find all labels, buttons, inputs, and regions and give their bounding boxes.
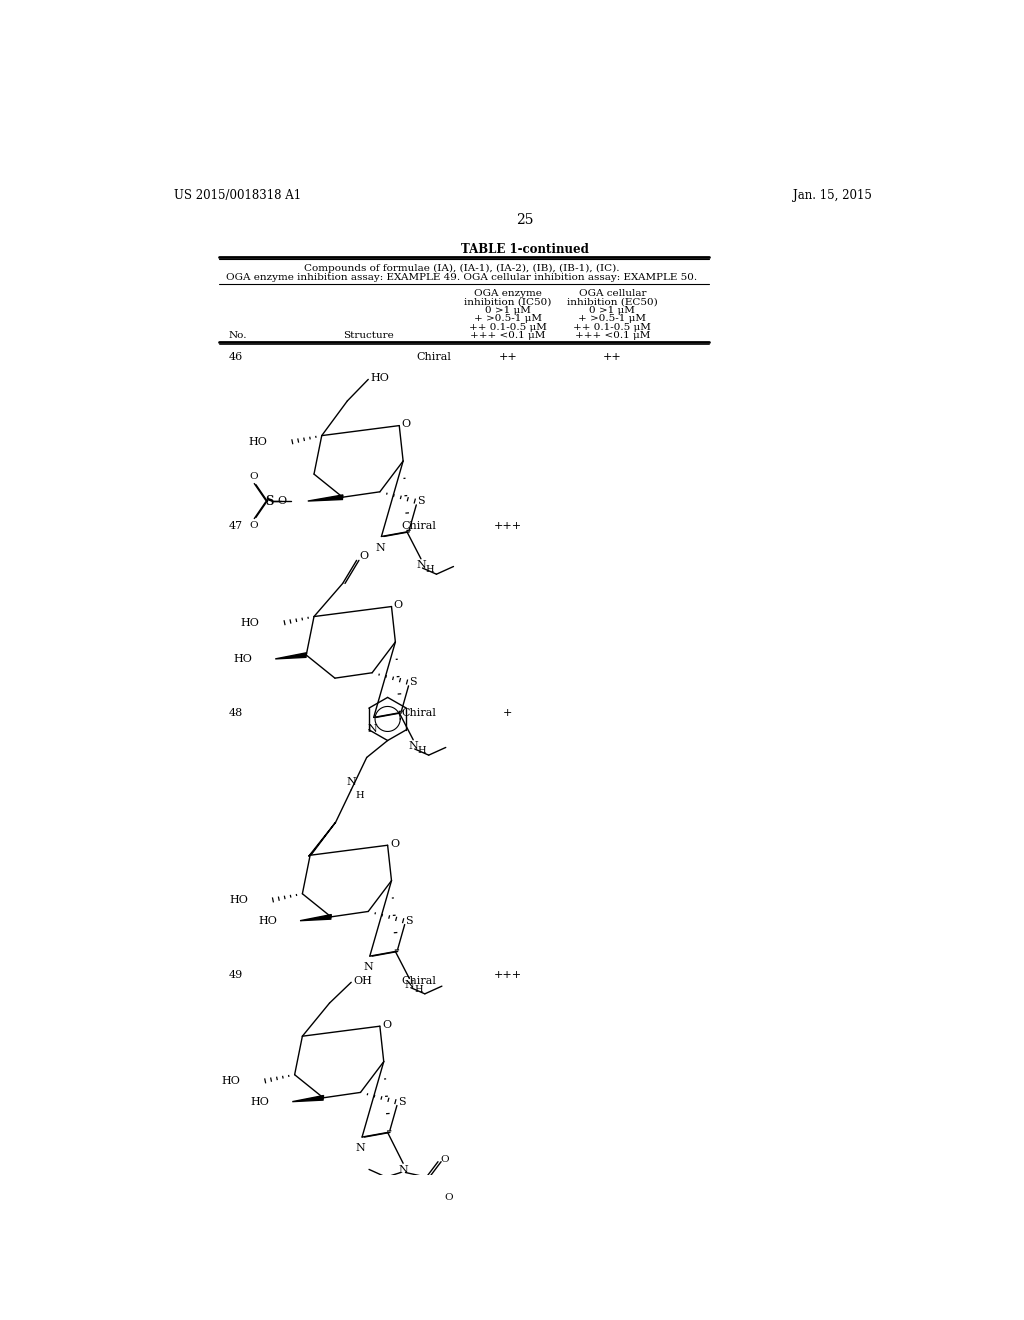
Text: Jan. 15, 2015: Jan. 15, 2015 <box>794 189 872 202</box>
Text: HO: HO <box>371 372 389 383</box>
Text: O: O <box>249 521 258 531</box>
Text: +++: +++ <box>494 521 522 532</box>
Text: N: N <box>375 543 385 553</box>
Text: + >0.5-1 μM: + >0.5-1 μM <box>474 314 542 323</box>
Text: HO: HO <box>241 618 260 628</box>
Text: 46: 46 <box>228 352 243 362</box>
Text: + >0.5-1 μM: + >0.5-1 μM <box>579 314 646 323</box>
Text: Chiral: Chiral <box>401 708 436 718</box>
Text: S: S <box>410 677 417 686</box>
Text: ++ 0.1-0.5 μM: ++ 0.1-0.5 μM <box>573 322 651 331</box>
Text: H: H <box>418 746 426 755</box>
Text: ++: ++ <box>499 352 517 362</box>
Text: N: N <box>404 979 414 990</box>
Text: O: O <box>440 1155 449 1164</box>
Text: US 2015/0018318 A1: US 2015/0018318 A1 <box>174 189 302 202</box>
Text: O: O <box>382 1019 391 1030</box>
Text: OGA enzyme: OGA enzyme <box>474 289 542 297</box>
Text: ++ 0.1-0.5 μM: ++ 0.1-0.5 μM <box>469 322 547 331</box>
Text: HO: HO <box>229 895 248 906</box>
Text: 49: 49 <box>228 970 243 979</box>
Text: OGA cellular: OGA cellular <box>579 289 646 297</box>
Text: HO: HO <box>233 653 252 664</box>
Text: +++ <0.1 μM: +++ <0.1 μM <box>470 331 546 341</box>
Text: HO: HO <box>258 916 276 925</box>
Text: 47: 47 <box>228 521 243 532</box>
Text: 48: 48 <box>228 708 243 718</box>
Text: +++: +++ <box>494 970 522 979</box>
Text: HO: HO <box>249 437 267 446</box>
Text: O: O <box>249 473 258 480</box>
Text: HO: HO <box>250 1097 269 1106</box>
Text: N: N <box>346 777 356 788</box>
Text: OH: OH <box>353 975 373 986</box>
Text: S: S <box>417 496 425 506</box>
Text: N: N <box>416 561 426 570</box>
Text: Structure: Structure <box>343 331 393 341</box>
Text: N: N <box>355 1143 366 1154</box>
Text: O: O <box>401 418 411 429</box>
Text: O: O <box>394 601 403 610</box>
Text: N: N <box>364 962 373 973</box>
Polygon shape <box>308 822 336 857</box>
Text: inhibition (IC50): inhibition (IC50) <box>464 297 552 306</box>
Polygon shape <box>292 1096 324 1102</box>
Text: N: N <box>398 1164 408 1175</box>
Text: No.: No. <box>228 331 247 341</box>
Polygon shape <box>300 915 332 921</box>
Text: O: O <box>444 1192 453 1201</box>
Text: N: N <box>368 723 377 734</box>
Text: S: S <box>406 916 413 925</box>
Text: O: O <box>359 552 369 561</box>
Text: HO: HO <box>221 1076 241 1086</box>
Polygon shape <box>275 653 306 659</box>
Text: O: O <box>390 838 399 849</box>
Text: S: S <box>265 495 273 508</box>
Text: ++: ++ <box>603 352 622 362</box>
Text: N: N <box>409 742 418 751</box>
Text: 25: 25 <box>516 213 534 227</box>
Text: inhibition (EC50): inhibition (EC50) <box>567 297 657 306</box>
Text: Chiral: Chiral <box>401 521 436 532</box>
Text: H: H <box>356 792 365 800</box>
Text: 0 >1 μM: 0 >1 μM <box>590 306 635 314</box>
Text: H: H <box>426 565 434 574</box>
Text: O: O <box>278 496 287 506</box>
Text: TABLE 1-continued: TABLE 1-continued <box>461 243 589 256</box>
Text: Compounds of formulae (IA), (IA-1), (IA-2), (IB), (IB-1), (IC).: Compounds of formulae (IA), (IA-1), (IA-… <box>303 264 618 273</box>
Text: 0 >1 μM: 0 >1 μM <box>484 306 530 314</box>
Text: +++ <0.1 μM: +++ <0.1 μM <box>574 331 650 341</box>
Polygon shape <box>308 495 343 502</box>
Text: H: H <box>414 985 423 994</box>
Text: +: + <box>503 708 512 718</box>
Text: Chiral: Chiral <box>417 352 452 362</box>
Text: OGA enzyme inhibition assay: EXAMPLE 49. OGA cellular inhibition assay: EXAMPLE : OGA enzyme inhibition assay: EXAMPLE 49.… <box>225 273 696 282</box>
Text: S: S <box>397 1097 406 1106</box>
Text: Chiral: Chiral <box>401 975 436 986</box>
